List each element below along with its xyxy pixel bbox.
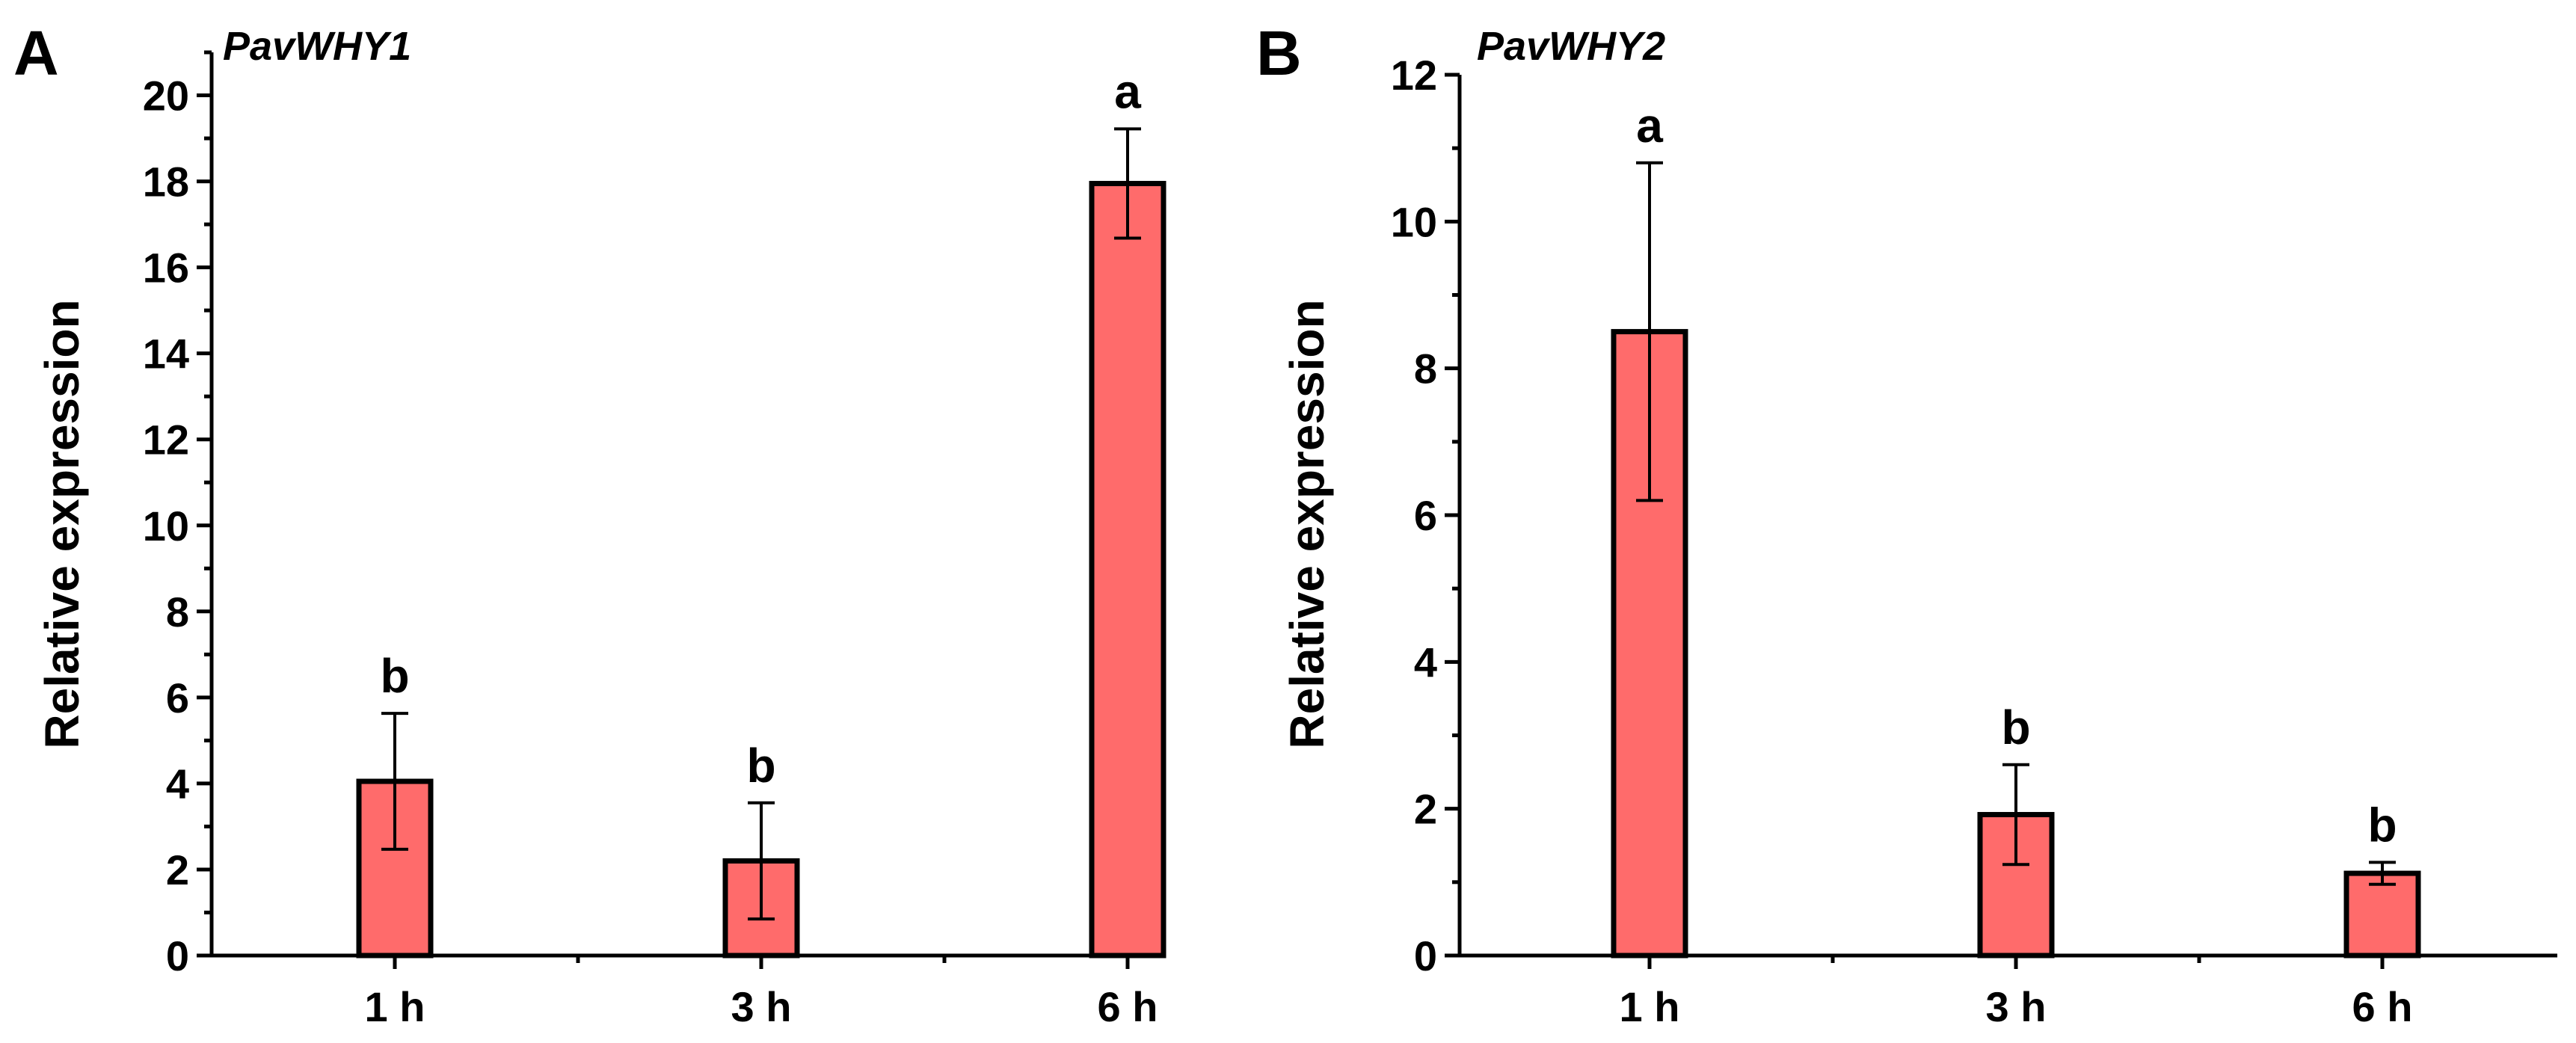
panel-b-y-tick-label: 2 [1414, 786, 1437, 833]
panel-a-significance-label-1: b [380, 649, 409, 703]
panel-a-y-tick-label: 0 [166, 932, 189, 979]
panel-a-y-tick-label: 6 [166, 674, 189, 722]
panel-a-plot-area: 0 2 4 6 8 10 12 14 16 18 20 1 h b 3 h b 6 h a [143, 50, 1166, 1030]
panel-a-y-tick-label: 12 [143, 416, 189, 464]
panel-a-y-tick-label: 14 [143, 330, 189, 378]
panel-a-y-tick-label: 20 [143, 73, 189, 120]
panel-b-significance-label-3: b [2367, 798, 2397, 852]
panel-b-letter: B [1256, 18, 1302, 88]
panel-a-y-tick-label: 2 [166, 846, 189, 893]
panel-b-x-tick-label-3: 6 h [2352, 983, 2413, 1030]
panel-a-y-tick-label: 16 [143, 244, 189, 292]
panel-a-significance-label-3: a [1114, 64, 1141, 118]
panel-a-x-tick-label-2: 3 h [731, 983, 792, 1030]
panel-b-y-tick-label: 4 [1414, 639, 1437, 686]
panel-b-bar-3 [2343, 870, 2421, 959]
panel-b-y-tick-label: 12 [1391, 52, 1437, 99]
panel-a-y-tick-label: 8 [166, 588, 189, 636]
panel-b-y-tick-label: 10 [1391, 198, 1437, 245]
panel-b: B PavWHY2 Relative expression 0 2 4 6 8 10 12 1… [1256, 18, 2557, 1030]
panel-a-significance-label-2: b [746, 739, 775, 793]
panel-a-x-tick-label-3: 6 h [1098, 983, 1158, 1030]
panel-a-ylabel: Relative expression [35, 299, 89, 748]
panel-b-ylabel: Relative expression [1280, 299, 1334, 748]
panel-b-significance-label-2: b [2001, 701, 2030, 754]
panel-b-title: PavWHY2 [1477, 24, 1665, 69]
panel-a-x-tick-label-1: 1 h [365, 983, 425, 1030]
panel-b-plot-area: 0 2 4 6 8 10 12 1 h a 3 h b 6 h b [1391, 52, 2557, 1030]
panel-b-x-tick-label-2: 3 h [1986, 983, 2047, 1030]
panel-b-significance-label-1: a [1636, 99, 1663, 153]
panel-b-y-tick-label: 6 [1414, 492, 1437, 539]
panel-b-y-tick-label: 0 [1414, 932, 1437, 979]
panel-a-bar-3 [1089, 180, 1166, 959]
panel-a-y-tick-label: 18 [143, 159, 189, 206]
panel-a-letter: A [13, 18, 59, 88]
panel-b-y-tick-label: 8 [1414, 345, 1437, 393]
panel-b-x-tick-label-1: 1 h [1620, 983, 1680, 1030]
panel-a: A PavWHY1 Relative expression 0 2 4 6 8 10 12 1… [13, 18, 1166, 1030]
panel-a-y-tick-label: 10 [143, 502, 189, 550]
panel-a-y-tick-label: 4 [166, 760, 189, 807]
panel-a-title: PavWHY1 [223, 24, 411, 69]
